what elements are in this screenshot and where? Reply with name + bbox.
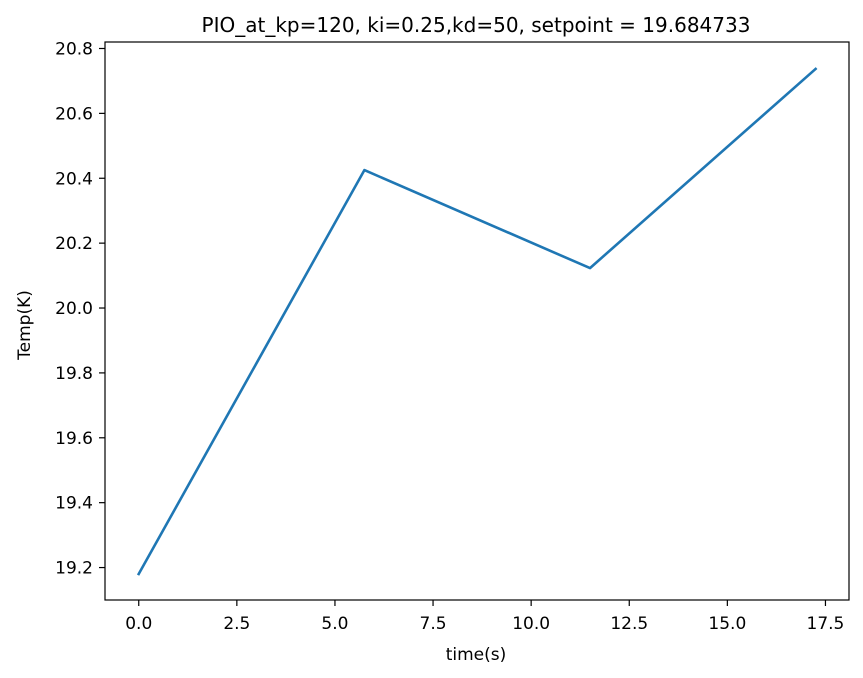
plot-frame (104, 41, 850, 601)
y-tick-label: 20.8 (55, 39, 93, 59)
y-tick-label: 19.4 (55, 494, 93, 514)
y-axis-label: Temp(K) (15, 290, 35, 361)
y-tick-label: 20.2 (55, 234, 93, 254)
x-tick-label: 12.5 (610, 614, 648, 634)
x-axis-label: time(s) (446, 645, 507, 665)
series-line (136, 67, 818, 576)
y-tick-label: 19.6 (55, 429, 93, 449)
y-tick-label: 20.0 (55, 299, 93, 319)
x-tick-label: 5.0 (321, 614, 348, 634)
x-axis: 0.0 2.5 5.0 7.5 10.0 12.5 15.0 17.5 (125, 600, 844, 634)
y-tick-label: 19.8 (55, 364, 93, 384)
chart-title: PIO_at_kp=120, ki=0.25,kd=50, setpoint =… (202, 13, 751, 37)
x-tick-label: 2.5 (223, 614, 250, 634)
y-tick-label: 20.6 (55, 104, 93, 124)
x-tick-label: 7.5 (420, 614, 447, 634)
y-axis: 19.2 19.4 19.6 19.8 20.0 20.2 20.4 20.6 20.8 (55, 39, 105, 579)
y-tick-label: 20.4 (55, 169, 93, 189)
plot-area (104, 41, 850, 601)
x-tick-label: 15.0 (708, 614, 746, 634)
series-layer (136, 67, 818, 576)
y-tick-label: 19.2 (55, 559, 93, 579)
x-tick-label: 10.0 (512, 614, 550, 634)
x-tick-label: 17.5 (807, 614, 845, 634)
x-tick-label: 0.0 (125, 614, 152, 634)
